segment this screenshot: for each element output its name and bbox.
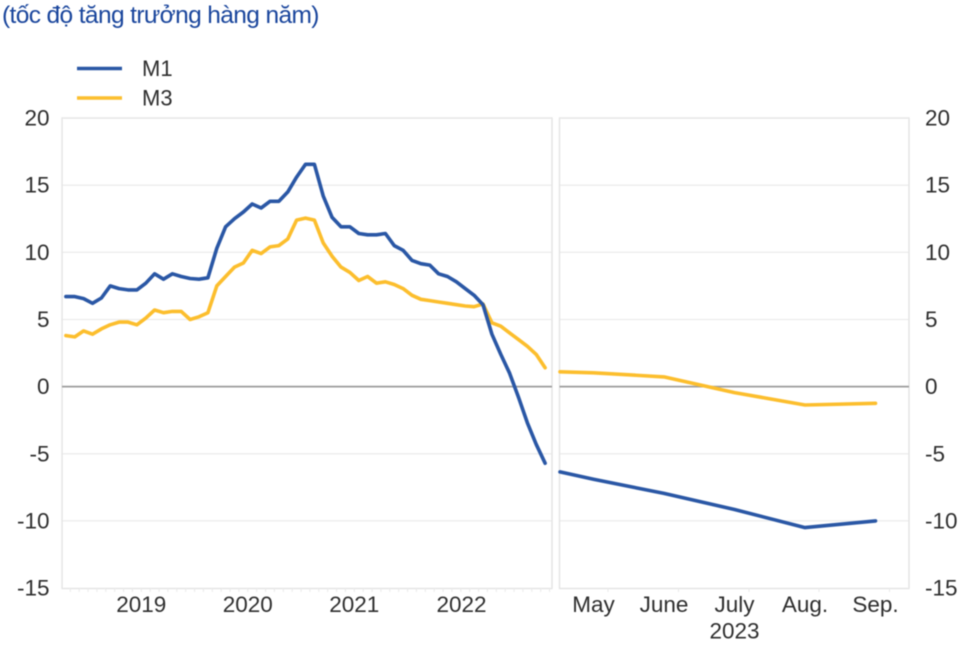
svg-text:Aug.: Aug. [782,592,828,617]
svg-text:2022: 2022 [436,592,486,617]
svg-text:10: 10 [925,240,950,265]
svg-text:2019: 2019 [116,592,166,617]
svg-text:-10: -10 [925,508,958,533]
svg-text:-15: -15 [925,576,958,601]
svg-text:-5: -5 [925,441,945,466]
svg-text:July: July [714,592,755,617]
svg-text:20: 20 [925,106,950,131]
svg-text:-5: -5 [29,441,49,466]
svg-text:Sep.: Sep. [852,592,898,617]
svg-text:15: 15 [24,173,49,198]
svg-text:May: May [572,592,615,617]
svg-text:June: June [640,592,689,617]
svg-text:-15: -15 [17,576,50,601]
svg-text:0: 0 [37,374,50,399]
svg-text:2023: 2023 [709,619,759,644]
svg-text:5: 5 [925,307,938,332]
svg-text:0: 0 [925,374,938,399]
svg-text:-10: -10 [17,508,50,533]
svg-text:M3: M3 [142,86,173,111]
svg-text:15: 15 [925,173,950,198]
svg-text:10: 10 [24,240,49,265]
svg-text:2021: 2021 [329,592,379,617]
svg-text:2020: 2020 [223,592,273,617]
svg-text:20: 20 [24,106,49,131]
svg-text:5: 5 [37,307,50,332]
svg-text:M1: M1 [142,56,173,81]
